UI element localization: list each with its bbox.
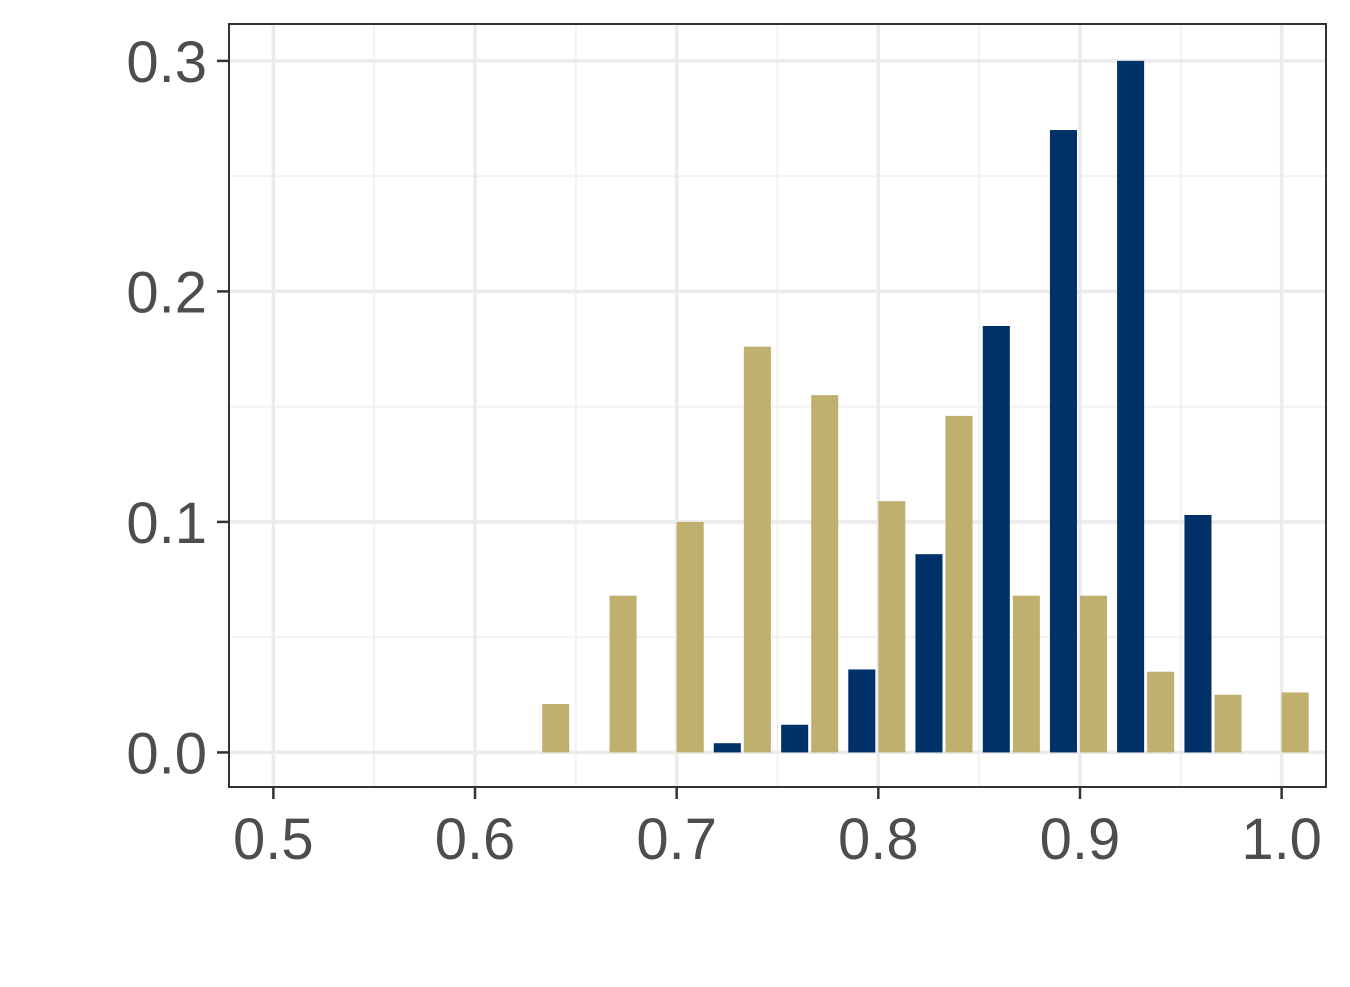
bar-series-2	[1147, 671, 1175, 753]
bar-series-2	[1214, 694, 1242, 753]
bar-series-2	[811, 395, 839, 753]
axis-ticks	[217, 59, 1283, 799]
y-axis-tick-labels: 0.0 0.1 0.2 0.3	[126, 30, 207, 787]
x-tick-label: 0.6	[435, 807, 516, 872]
y-tick-label: 0.3	[126, 30, 207, 95]
bar-series-2	[1079, 595, 1108, 753]
bar-series-2	[878, 501, 906, 753]
x-axis-tick-labels: 0.5 0.6 0.7 0.8 0.9 1.0	[233, 807, 1322, 872]
x-tick-label: 0.8	[838, 807, 919, 872]
bar-series-2	[1281, 692, 1309, 753]
panel-border	[228, 23, 1327, 788]
bar-series-2	[676, 521, 704, 753]
bar-series-1	[781, 724, 809, 753]
bar-series-1	[1184, 514, 1212, 753]
bars	[542, 60, 1309, 753]
bar-series-1	[713, 743, 741, 753]
bar-series-2	[542, 704, 570, 753]
bar-series-2	[609, 595, 637, 753]
bar-series-2	[743, 346, 771, 753]
bar-series-1	[1117, 60, 1145, 753]
bar-series-1	[915, 554, 943, 753]
x-tick-label: 0.7	[636, 807, 717, 872]
y-tick-label: 0.1	[126, 491, 207, 556]
bar-series-2	[1012, 595, 1040, 753]
y-tick-label: 0.2	[126, 260, 207, 325]
x-tick-label: 0.9	[1040, 807, 1121, 872]
bar-series-2	[945, 415, 973, 753]
y-tick-label: 0.0	[126, 721, 207, 786]
bar-series-1	[982, 325, 1010, 753]
bar-series-1	[848, 669, 876, 753]
x-tick-label: 1.0	[1241, 807, 1322, 872]
x-tick-label: 0.5	[233, 807, 314, 872]
bar-series-1	[1049, 130, 1077, 753]
